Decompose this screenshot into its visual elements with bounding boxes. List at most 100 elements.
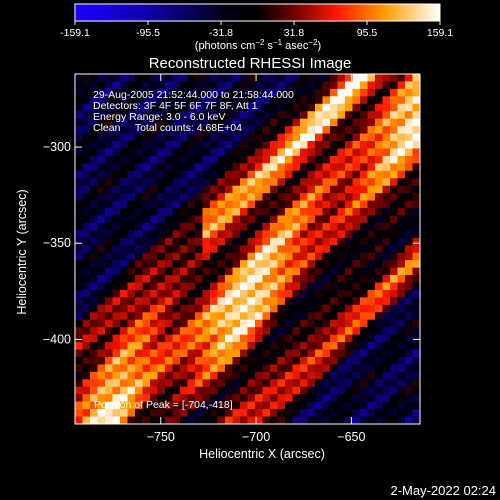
heatmap-cell — [345, 237, 353, 246]
heatmap-cell — [270, 111, 278, 120]
heatmap-cell — [202, 118, 211, 127]
heatmap-cell — [262, 275, 271, 283]
heatmap-cell — [232, 319, 241, 328]
heatmap-cell — [150, 379, 158, 388]
heatmap-cell — [285, 252, 293, 261]
heatmap-cell — [315, 342, 323, 350]
heatmap-cell — [135, 364, 143, 373]
heatmap-cell — [405, 319, 413, 328]
heatmap-cell — [135, 118, 143, 127]
heatmap-cell — [315, 126, 323, 134]
heatmap-cell — [172, 74, 181, 82]
heatmap-cell — [390, 289, 398, 298]
heatmap-cell — [202, 74, 211, 82]
heatmap-cell — [75, 141, 83, 149]
heatmap-cell — [352, 74, 361, 82]
heatmap-cell — [412, 267, 421, 276]
heatmap-cell — [277, 349, 286, 358]
heatmap-cell — [105, 282, 113, 291]
heatmap-cell — [157, 111, 166, 120]
heatmap-cell — [232, 379, 241, 388]
heatmap-cell — [165, 409, 173, 417]
heatmap-cell — [112, 282, 121, 291]
heatmap-cell — [300, 364, 308, 373]
heatmap-cell — [112, 163, 121, 172]
heatmap-cell — [300, 155, 308, 164]
heatmap-cell — [232, 103, 241, 112]
heatmap-cell — [165, 267, 173, 276]
heatmap-cell — [345, 289, 353, 298]
heatmap-cell — [255, 155, 263, 164]
heatmap-cell — [397, 163, 406, 172]
heatmap-cell — [300, 327, 308, 336]
heatmap-cell — [210, 394, 218, 403]
heatmap-cell — [187, 319, 196, 328]
heatmap-cell — [97, 237, 106, 246]
heatmap-cell — [330, 386, 338, 395]
heatmap-cell — [165, 356, 173, 365]
heatmap-cell — [337, 148, 346, 157]
heatmap-cell — [262, 371, 271, 380]
heatmap-cell — [217, 282, 226, 291]
heatmap-cell — [195, 364, 203, 373]
heatmap-cell — [307, 141, 316, 149]
heatmap-cell — [307, 163, 316, 172]
heatmap-cell — [285, 327, 293, 336]
heatmap-cell — [277, 386, 286, 395]
heatmap-cell — [255, 297, 263, 306]
heatmap-cell — [202, 282, 211, 291]
heatmap-cell — [210, 379, 218, 388]
heatmap-cell — [405, 222, 413, 231]
heatmap-cell — [135, 371, 143, 380]
heatmap-cell — [105, 141, 113, 149]
heatmap-cell — [187, 297, 196, 306]
heatmap-cell — [187, 178, 196, 187]
heatmap-cell — [172, 312, 181, 321]
heatmap-cell — [225, 364, 233, 373]
heatmap-cell — [292, 133, 301, 142]
heatmap-cell — [82, 230, 91, 239]
heatmap-cell — [292, 148, 301, 157]
heatmap-cell — [270, 208, 278, 216]
heatmap-cell — [405, 409, 413, 417]
heatmap-cell — [105, 401, 113, 410]
heatmap-cell — [90, 118, 98, 127]
heatmap-cell — [285, 230, 293, 239]
heatmap-cell — [97, 96, 106, 105]
heatmap-cell — [210, 185, 218, 194]
heatmap-cell — [345, 386, 353, 395]
heatmap-cell — [277, 297, 286, 306]
heatmap-cell — [375, 163, 383, 172]
heatmap-cell — [270, 237, 278, 246]
heatmap-cell — [202, 148, 211, 157]
heatmap-cell — [105, 222, 113, 231]
heatmap-cell — [217, 394, 226, 403]
heatmap-cell — [270, 282, 278, 291]
heatmap-cell — [337, 356, 346, 365]
heatmap-cell — [195, 260, 203, 269]
heatmap-cell — [382, 81, 391, 90]
heatmap-cell — [150, 215, 158, 224]
heatmap-cell — [75, 394, 83, 403]
heatmap-cell — [90, 200, 98, 209]
heatmap-cell — [405, 260, 413, 269]
heatmap-cell — [375, 379, 383, 388]
heatmap-cell — [337, 252, 346, 261]
heatmap-cell — [157, 148, 166, 157]
heatmap-cell — [225, 304, 233, 313]
heatmap-cell — [270, 230, 278, 239]
heatmap-cell — [187, 200, 196, 209]
heatmap-cell — [217, 81, 226, 90]
heatmap-cell — [135, 193, 143, 201]
heatmap-cell — [105, 163, 113, 172]
heatmap-cell — [247, 148, 256, 157]
heatmap-cell — [187, 386, 196, 395]
heatmap-cell — [337, 401, 346, 410]
heatmap-cell — [397, 126, 406, 134]
heatmap-cell — [90, 215, 98, 224]
heatmap-cell — [382, 371, 391, 380]
heatmap-cell — [165, 245, 173, 254]
heatmap-cell — [315, 103, 323, 112]
heatmap-cell — [75, 379, 83, 388]
heatmap-cell — [150, 409, 158, 417]
